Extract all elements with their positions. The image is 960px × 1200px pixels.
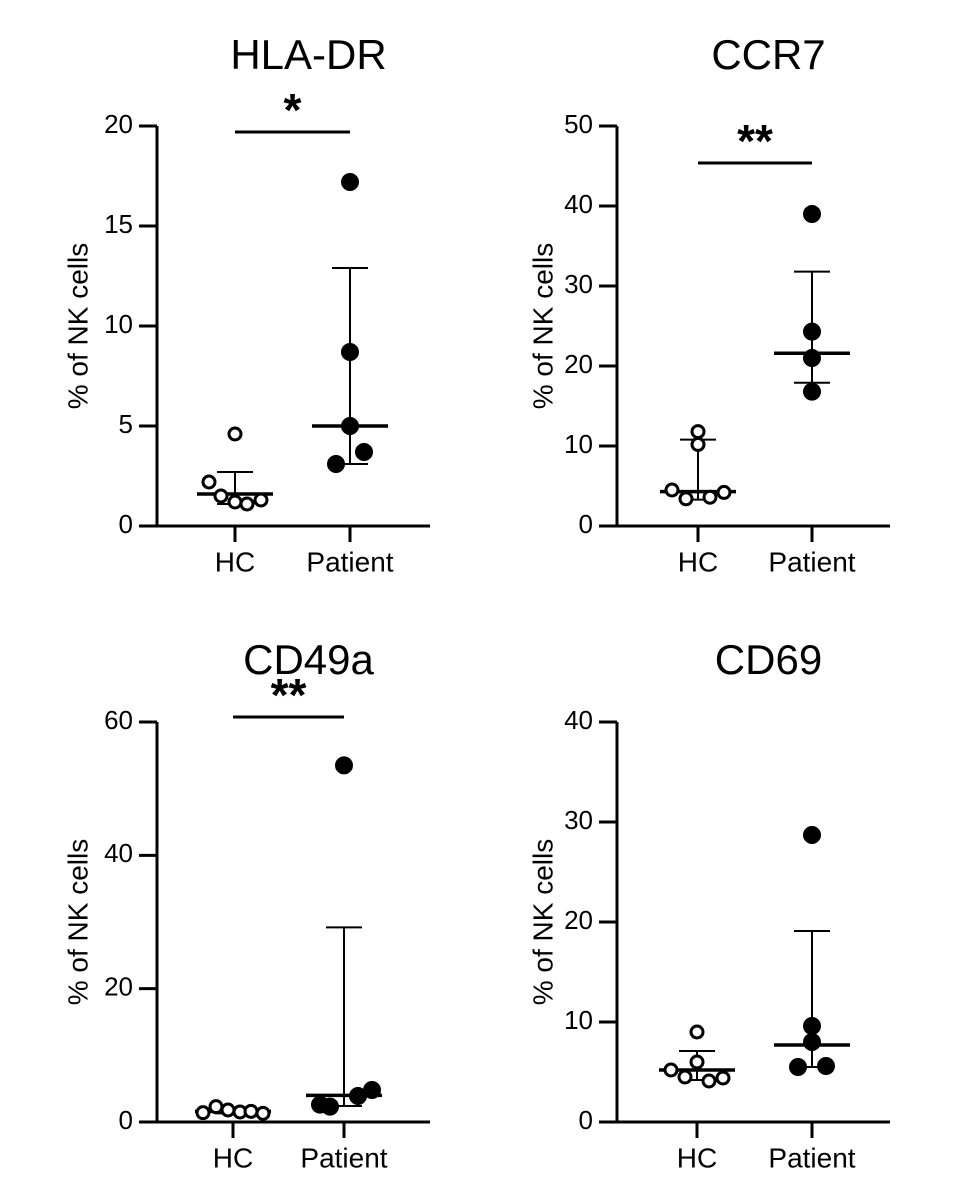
data-point-hc <box>664 482 680 498</box>
y-tick-label: 50 <box>564 109 593 139</box>
data-point-patient <box>803 1017 821 1035</box>
data-point-patient <box>355 443 373 461</box>
x-tick-label: Patient <box>768 1142 855 1173</box>
y-tick-label: 15 <box>104 209 133 239</box>
data-point-patient <box>803 205 821 223</box>
panel-hla-dr: HLA-DR % of NK cells 0 5 10 15 20 HC Patient * <box>62 31 430 577</box>
data-point-patient <box>341 343 359 361</box>
data-point-hc <box>715 1070 731 1086</box>
data-point-hc <box>678 491 694 507</box>
data-point-hc <box>195 1105 211 1121</box>
y-tick-label: 30 <box>564 269 593 299</box>
panel-ccr7: CCR7 % of NK cells 0 10 20 30 40 50 HC Patient ** <box>527 31 890 577</box>
panel-cd49a: CD49a % of NK cells 0 20 40 60 HC Patient ** <box>62 636 430 1173</box>
data-point-patient <box>803 322 821 341</box>
data-point-hc <box>255 1105 271 1121</box>
data-point-patient <box>311 1095 329 1114</box>
data-point-hc <box>663 1062 679 1078</box>
data-point-hc <box>690 424 706 440</box>
data-point-hc <box>227 426 243 442</box>
data-point-hc <box>208 1099 224 1115</box>
data-point-hc <box>701 1073 717 1089</box>
panel-cd69: CD69 % of NK cells 0 10 20 30 40 HC Patient <box>527 636 890 1173</box>
y-axis-label: % of NK cells <box>62 839 93 1006</box>
data-point-patient <box>817 1057 835 1075</box>
y-tick-label: 20 <box>104 109 133 139</box>
chart-title: CCR7 <box>711 31 825 78</box>
x-tick-label: Patient <box>306 546 393 577</box>
y-tick-label: 5 <box>119 409 133 439</box>
data-point-patient <box>335 756 353 775</box>
y-tick-label: 0 <box>119 509 133 539</box>
significance-label: * <box>284 84 302 136</box>
y-tick-label: 20 <box>564 349 593 379</box>
x-tick-label: HC <box>678 546 718 577</box>
data-point-patient <box>349 1087 367 1105</box>
data-point-hc <box>702 489 718 505</box>
significance-label: ** <box>271 669 307 721</box>
chart-title: HLA-DR <box>230 31 386 78</box>
y-tick-label: 10 <box>104 309 133 339</box>
data-point-hc <box>690 436 706 452</box>
data-point-patient <box>789 1058 807 1076</box>
data-point-hc <box>716 484 732 500</box>
data-point-patient <box>803 1033 821 1051</box>
y-tick-label: 20 <box>104 972 133 1002</box>
data-point-patient <box>803 349 821 367</box>
x-tick-label: HC <box>677 1142 717 1173</box>
y-tick-label: 20 <box>564 905 593 935</box>
y-tick-label: 0 <box>579 509 593 539</box>
y-tick-label: 30 <box>564 805 593 835</box>
data-point-hc <box>253 492 269 508</box>
y-tick-label: 10 <box>564 1005 593 1035</box>
chart-title: CD69 <box>715 636 822 683</box>
data-point-hc <box>677 1069 693 1085</box>
data-point-patient <box>341 173 359 191</box>
data-point-hc <box>689 1024 705 1040</box>
y-axis-label: % of NK cells <box>527 243 558 410</box>
data-point-hc <box>220 1102 236 1118</box>
x-tick-label: HC <box>213 1142 253 1173</box>
y-axis-label: % of NK cells <box>62 243 93 410</box>
data-point-patient <box>341 417 359 435</box>
y-tick-label: 40 <box>564 705 593 735</box>
y-tick-label: 10 <box>564 429 593 459</box>
x-tick-label: Patient <box>768 546 855 577</box>
y-tick-label: 60 <box>104 705 133 735</box>
chart-title: CD49a <box>243 636 374 683</box>
data-point-hc <box>213 488 229 504</box>
data-point-patient <box>803 826 821 844</box>
y-tick-label: 0 <box>119 1105 133 1135</box>
y-tick-label: 40 <box>104 838 133 868</box>
y-tick-label: 0 <box>579 1105 593 1135</box>
significance-label: ** <box>737 115 773 167</box>
data-point-hc <box>227 494 243 510</box>
y-axis-label: % of NK cells <box>527 839 558 1006</box>
data-point-hc <box>243 1103 259 1119</box>
data-point-hc <box>201 474 217 490</box>
data-point-hc <box>689 1054 705 1070</box>
data-point-patient <box>327 455 345 473</box>
data-point-hc <box>239 496 255 512</box>
data-point-patient <box>803 382 821 401</box>
x-tick-label: Patient <box>300 1142 387 1173</box>
y-tick-label: 40 <box>564 189 593 219</box>
x-tick-label: HC <box>215 546 255 577</box>
